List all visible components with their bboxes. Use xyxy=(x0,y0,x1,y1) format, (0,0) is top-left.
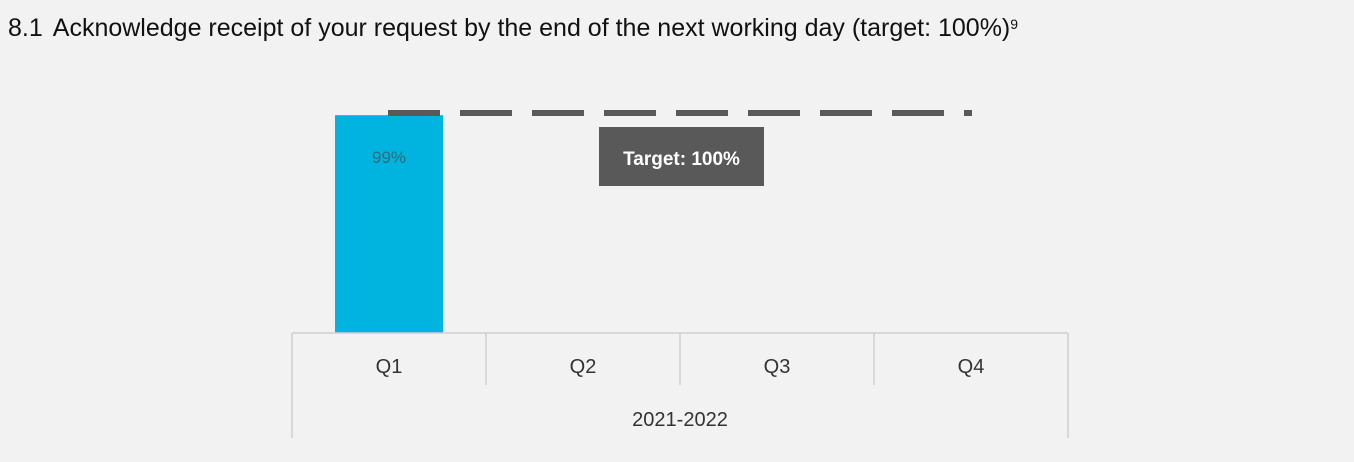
data-label-q1: 99% xyxy=(372,148,406,167)
target-label: Target: 100% xyxy=(623,149,740,170)
heading-text: Acknowledge receipt of your request by t… xyxy=(52,14,1011,42)
tick-label-q4: Q4 xyxy=(958,356,985,378)
tick-label-q3: Q3 xyxy=(764,356,791,378)
tick-label-q2: Q2 xyxy=(570,356,597,378)
chart-heading: 8.1 Acknowledge receipt of your request b… xyxy=(8,12,1018,44)
target-label-box xyxy=(599,127,764,186)
heading-number: 8.1 xyxy=(8,14,43,42)
group-label: 2021-2022 xyxy=(632,409,728,431)
footnote-marker: 9 xyxy=(1010,16,1019,32)
bar-q1 xyxy=(335,115,443,333)
tick-label-q1: Q1 xyxy=(376,356,403,378)
